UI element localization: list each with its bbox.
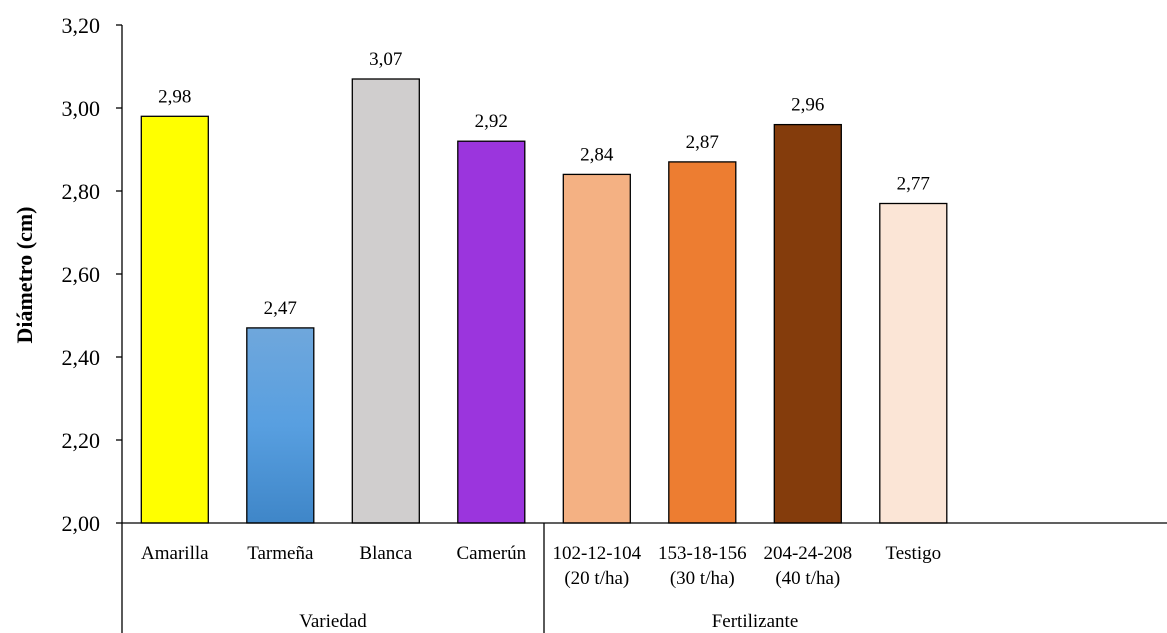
x-tick-label-2: Tarmeña — [247, 543, 314, 564]
data-label-7: 2,96 — [791, 95, 824, 116]
bar-4 — [457, 140, 526, 524]
x-tick-label-5: 102-12-104 — [552, 543, 641, 564]
x-tick-label-6: (30 t/ha) — [670, 568, 735, 589]
labels-layer: 2,98 2,47 3,07 2,92 2,84 2,87 2,96 2,77 2,00 2,20… — [62, 13, 942, 632]
y-tick-label: 2,60 — [62, 262, 101, 287]
data-label-3: 3,07 — [369, 49, 402, 70]
y-tick-label: 2,20 — [62, 428, 101, 453]
x-tick-label-3: Blanca — [359, 543, 412, 564]
y-axis-title: Diámetro (cm) — [12, 206, 37, 343]
x-tick-label-5: (20 t/ha) — [564, 568, 629, 589]
bar-8 — [879, 202, 948, 524]
data-label-4: 2,92 — [475, 111, 508, 132]
axes-layer — [116, 24, 1167, 633]
bar-2 — [246, 327, 315, 524]
bar-1 — [140, 115, 209, 524]
bar-3 — [351, 78, 420, 524]
y-tick-label: 2,40 — [62, 345, 101, 370]
group-label-1: Variedad — [299, 611, 367, 632]
data-label-6: 2,87 — [686, 132, 719, 153]
bar-5 — [562, 173, 631, 524]
x-tick-label-1: Amarilla — [141, 543, 209, 564]
y-tick-label: 2,80 — [62, 179, 101, 204]
data-label-5: 2,84 — [580, 144, 614, 165]
x-tick-label-7: (40 t/ha) — [775, 568, 840, 589]
bar-7 — [773, 123, 842, 524]
x-tick-label-7: 204-24-208 — [763, 543, 852, 564]
bar-6 — [668, 161, 737, 524]
group-label-2: Fertilizante — [712, 611, 799, 632]
x-tick-label-8: Testigo — [885, 543, 941, 564]
data-label-2: 2,47 — [264, 298, 297, 319]
y-tick-label: 2,00 — [62, 511, 101, 536]
y-tick-label: 3,00 — [62, 96, 101, 121]
bars-layer — [140, 78, 948, 524]
data-label-1: 2,98 — [158, 86, 191, 107]
x-tick-label-4: Camerún — [456, 543, 526, 564]
data-label-8: 2,77 — [897, 174, 930, 195]
y-tick-label: 3,20 — [62, 13, 101, 38]
x-tick-label-6: 153-18-156 — [658, 543, 747, 564]
